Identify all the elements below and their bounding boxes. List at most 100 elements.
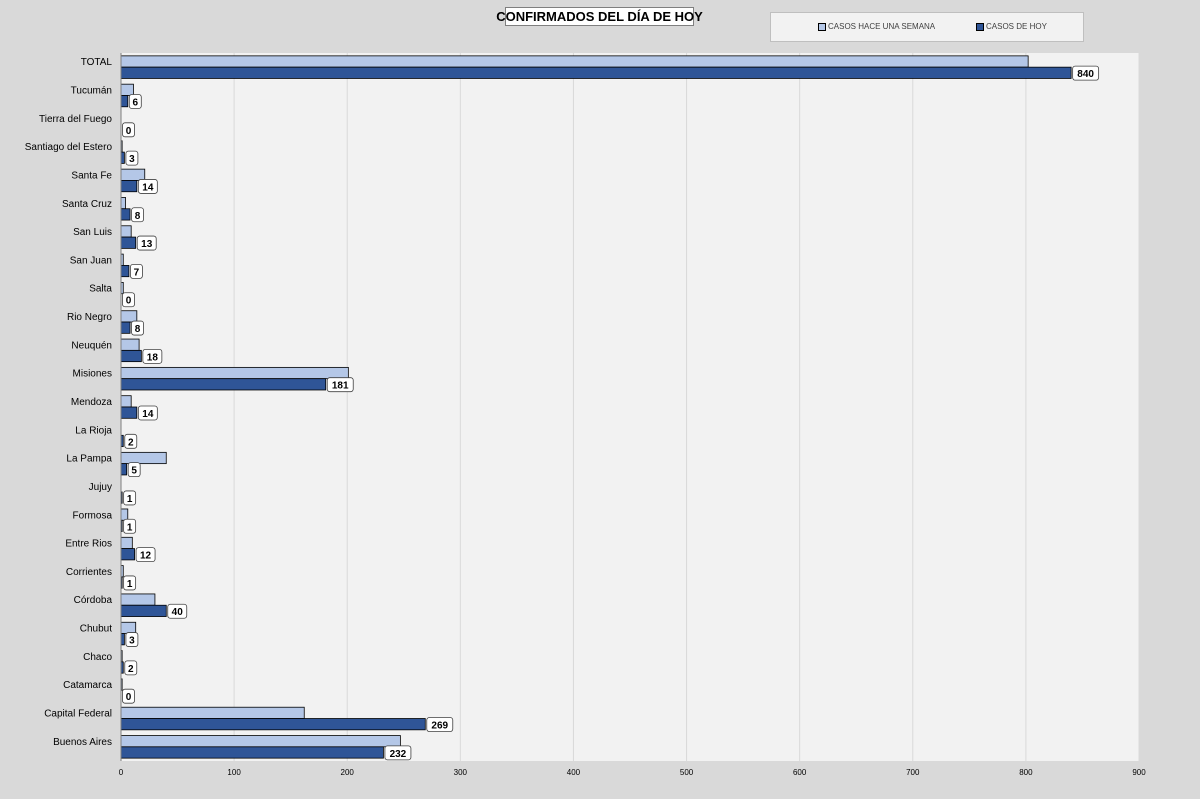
y-category-label: Tucumán [71, 85, 112, 96]
bar-today [120, 633, 125, 646]
data-label-text: 5 [131, 466, 137, 477]
y-category-label: Rio Negro [67, 312, 112, 323]
data-label: 14 [137, 405, 158, 421]
data-label-box [122, 688, 135, 704]
data-label-box [125, 150, 139, 166]
data-label-text: 8 [135, 324, 141, 335]
y-category-label: Mendoza [71, 397, 113, 408]
bar-week-ago [120, 168, 146, 181]
y-category-label: Chubut [80, 624, 112, 635]
gridlines [233, 53, 1140, 761]
data-label-box [137, 405, 158, 421]
bar-week-ago [120, 366, 349, 380]
data-label: 840 [1072, 65, 1100, 81]
data-label: 2 [124, 660, 138, 676]
y-category-label: La Pampa [66, 454, 112, 465]
data-label-text: 14 [142, 409, 154, 420]
x-tick-label: 100 [227, 768, 241, 777]
x-tick-label: 600 [793, 768, 807, 777]
data-label-box [137, 179, 158, 194]
data-label-text: 3 [129, 636, 135, 647]
data-label: 5 [127, 462, 141, 478]
bar-today [120, 378, 327, 391]
data-label-box [426, 717, 454, 732]
x-tick-label: 0 [119, 768, 124, 777]
y-category-label: Capital Federal [44, 709, 112, 720]
data-label: 232 [384, 745, 412, 761]
y-category-label: La Rioja [75, 425, 112, 436]
data-label-box [131, 320, 144, 336]
x-tick-label: 800 [1019, 768, 1033, 777]
y-category-label: Misiones [73, 369, 112, 380]
data-label-text: 13 [141, 239, 153, 250]
bar-week-ago [120, 225, 132, 238]
y-category-label: Chaco [83, 652, 112, 663]
data-label-box [131, 207, 144, 223]
x-tick-label: 900 [1132, 768, 1146, 777]
legend-swatch-today [976, 22, 984, 31]
data-label-text: 1 [127, 494, 133, 505]
bar-week-ago [120, 197, 126, 210]
data-label-box [122, 122, 135, 138]
data-label: 0 [122, 292, 135, 308]
data-label: 3 [125, 632, 139, 647]
y-category-label: San Luis [73, 227, 112, 238]
data-label-text: 2 [128, 664, 134, 675]
data-label-box [125, 632, 139, 647]
data-label-box [142, 348, 163, 364]
data-label-box [127, 462, 141, 478]
x-tick-label: 500 [680, 768, 694, 777]
y-category-label: Córdoba [74, 595, 113, 606]
bar-today [120, 349, 142, 363]
data-label-text: 269 [431, 721, 448, 732]
y-category-label: Jujuy [89, 482, 112, 493]
legend-swatch-week-ago [818, 22, 826, 31]
data-label-text: 232 [390, 749, 407, 760]
bar-today [120, 406, 138, 419]
bar-week-ago [120, 621, 137, 634]
bar-week-ago [120, 83, 134, 96]
data-label: 1 [123, 490, 137, 506]
data-label-box [167, 603, 188, 619]
data-label: 18 [142, 348, 163, 364]
data-label-box [1072, 65, 1100, 81]
data-label: 269 [426, 717, 454, 732]
y-category-label: Entre Rios [65, 539, 112, 550]
legend-item-today: CASOS DE HOY [976, 22, 1047, 31]
data-label: 0 [122, 122, 135, 138]
y-category-label: Santa Cruz [62, 199, 112, 210]
data-label: 40 [167, 603, 188, 619]
data-label-box [123, 490, 137, 506]
data-label-text: 14 [142, 182, 154, 193]
legend-label-today: CASOS DE HOY [986, 22, 1047, 31]
bar-today [120, 180, 138, 193]
data-label-text: 0 [126, 126, 132, 137]
y-category-label: Corrientes [66, 567, 112, 578]
bar-week-ago [120, 395, 132, 408]
chart-title: CONFIRMADOS DEL DÍA DE HOY [496, 7, 703, 26]
plot-area [121, 53, 1139, 761]
data-label-text: 7 [134, 267, 140, 278]
data-label-box [130, 263, 143, 279]
data-label-text: 2 [128, 437, 134, 448]
data-label: 12 [135, 547, 156, 562]
data-label: 181 [326, 377, 354, 393]
bars [120, 55, 1072, 759]
y-category-label: San Juan [70, 255, 112, 266]
bar-today [120, 718, 426, 731]
data-label-box [384, 745, 412, 761]
bar-today [120, 95, 129, 108]
bar-week-ago [120, 338, 140, 351]
data-label-text: 3 [129, 154, 135, 165]
data-label-box [128, 94, 142, 109]
bar-week-ago [120, 310, 138, 323]
data-label-text: 0 [126, 692, 132, 703]
bar-week-ago [120, 593, 156, 606]
data-label-box [122, 292, 135, 308]
data-label-text: 0 [126, 296, 132, 307]
data-label-text: 12 [140, 551, 152, 562]
bar-today [120, 151, 125, 164]
data-label: 1 [123, 575, 137, 591]
data-label: 8 [131, 320, 144, 336]
data-label-text: 18 [147, 352, 159, 363]
